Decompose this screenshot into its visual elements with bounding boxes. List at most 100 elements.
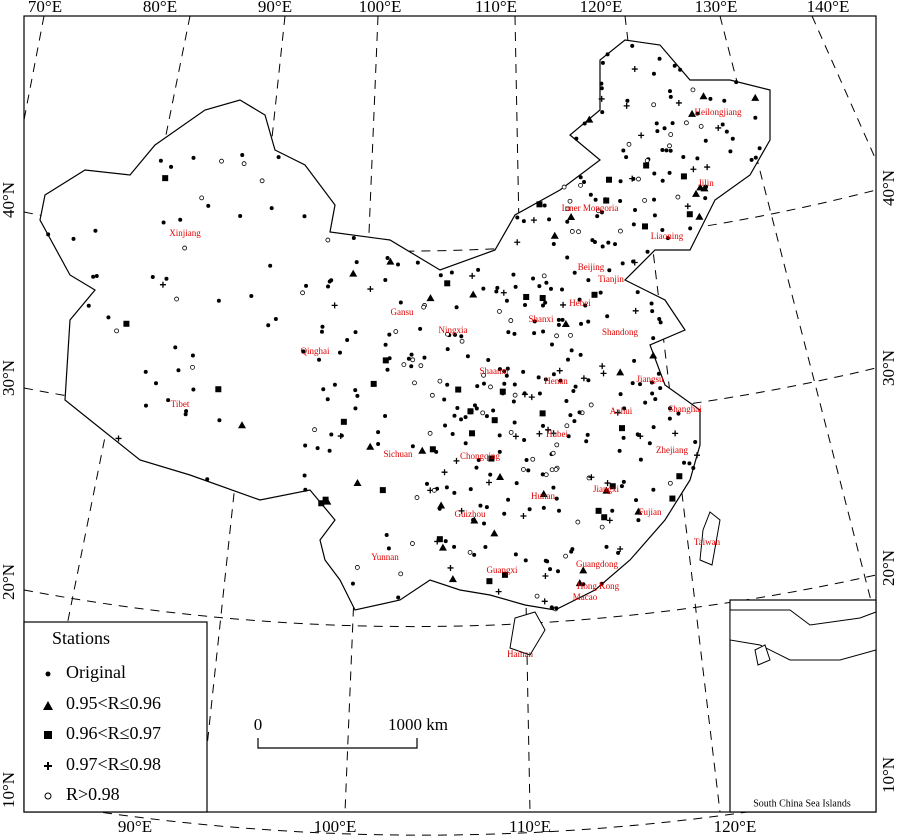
station [540,472,545,477]
station [415,260,420,265]
station [322,496,329,503]
station [530,217,537,224]
station [443,539,448,544]
station [554,442,560,448]
station [169,164,174,169]
station [690,87,696,93]
station [445,331,450,337]
station [665,236,670,241]
station [688,226,693,231]
station [586,319,591,324]
station [616,368,625,376]
station [453,457,460,464]
station [387,332,392,337]
station [656,371,661,376]
station [545,426,552,433]
station [647,441,652,446]
station [508,429,514,435]
station [444,485,449,490]
station [302,473,307,478]
legend-symbol [43,701,53,710]
station [370,380,377,387]
station [578,352,583,357]
station [568,413,573,418]
hainan-outline [509,611,546,656]
legend-item: Original [66,662,126,682]
legend-item: 0.97<R≤0.98 [66,754,161,774]
station [631,259,636,264]
station [551,485,556,490]
station [560,301,567,308]
station [495,285,500,290]
station [478,503,483,508]
station [560,287,565,292]
station [703,196,708,201]
station [643,400,648,405]
region-label: Sichuan [384,449,413,459]
station [672,430,679,437]
station [205,477,210,482]
station [452,544,457,549]
station [575,579,584,587]
station [599,363,606,370]
station [599,581,604,586]
station [472,552,477,557]
legend-box [23,621,208,813]
station [436,536,443,543]
axis-label: 120°E [580,0,623,16]
station [650,391,655,396]
station [241,161,247,167]
station [588,192,593,197]
station [551,372,556,377]
station [678,67,683,72]
station [153,381,158,386]
station [543,377,548,382]
station [566,357,571,362]
station [497,367,502,372]
station [635,432,640,437]
station [442,397,447,402]
taiwan-outline [699,511,721,566]
station [565,255,570,260]
region-label: Ningxia [439,325,468,335]
station [396,262,401,267]
station [123,320,130,327]
station [93,228,98,233]
station [497,309,502,314]
station [634,507,643,515]
station [515,215,520,220]
region-label: Liaoning [651,231,684,241]
station [321,387,326,392]
station [622,406,627,411]
station [501,571,508,578]
station [502,511,507,516]
axis-label: 40°N [879,170,898,206]
axis-label: 90°E [258,0,292,16]
station [530,456,536,462]
station [585,432,590,437]
station [454,305,459,310]
station [320,324,325,329]
station [651,425,656,430]
station [644,158,650,164]
region-label: Beijing [578,262,605,272]
station [505,366,510,371]
station [249,294,254,299]
station [495,588,502,595]
station [662,126,667,131]
station [699,92,708,100]
station [536,201,543,208]
station [467,408,474,415]
station [268,263,273,268]
station [636,176,641,182]
station [548,567,553,572]
station [512,331,517,336]
axis-label: 110°E [475,0,517,16]
station [683,120,689,126]
scale-start: 0 [254,715,263,734]
axis-label: 30°N [0,360,18,396]
station [488,455,495,462]
station [488,384,493,390]
station [602,486,611,494]
station [577,297,582,302]
